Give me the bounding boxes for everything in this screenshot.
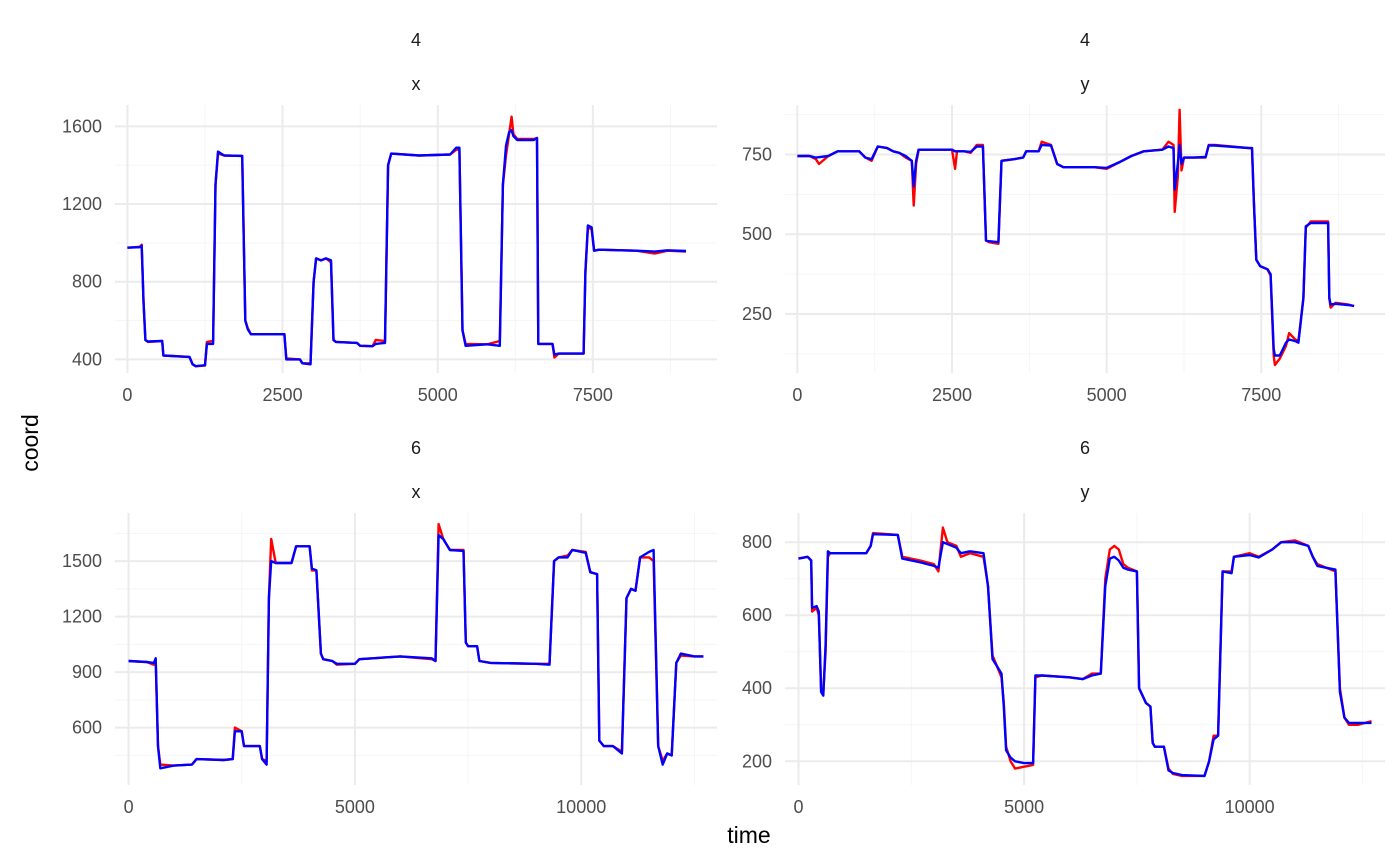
- strip-label-bottom: y: [1081, 74, 1090, 94]
- y-tick-label: 600: [72, 718, 102, 738]
- x-tick-label: 5000: [418, 385, 458, 405]
- y-tick-label: 400: [72, 349, 102, 369]
- y-tick-label: 750: [742, 144, 772, 164]
- strip-label-top: 6: [1080, 438, 1090, 458]
- strip-label-bottom: x: [412, 74, 421, 94]
- series-line-blue: [797, 143, 1355, 357]
- strip-label-bottom: x: [412, 482, 421, 502]
- y-tick-label: 500: [742, 224, 772, 244]
- y-tick-label: 1200: [62, 607, 102, 627]
- y-tick-label: 1500: [62, 551, 102, 571]
- y-tick-label: 1600: [62, 116, 102, 136]
- y-tick-label: 400: [742, 678, 772, 698]
- y-tick-label: 800: [72, 272, 102, 292]
- x-tick-label: 0: [792, 385, 802, 405]
- x-tick-label: 0: [124, 797, 134, 817]
- x-tick-label: 5000: [1087, 385, 1127, 405]
- x-tick-label: 2500: [932, 385, 972, 405]
- y-tick-label: 250: [742, 304, 772, 324]
- x-tick-label: 5000: [335, 797, 375, 817]
- x-tick-label: 5000: [1004, 797, 1044, 817]
- x-tick-label: 7500: [1241, 385, 1281, 405]
- x-tick-label: 10000: [556, 797, 606, 817]
- x-tick-label: 2500: [263, 385, 303, 405]
- strip-label-top: 6: [411, 438, 421, 458]
- y-tick-label: 600: [742, 605, 772, 625]
- facet-panel-2: 4 y 0 2500 5000 7500 250 500 750: [742, 30, 1385, 405]
- y-tick-label: 900: [72, 662, 102, 682]
- y-tick-label: 800: [742, 532, 772, 552]
- x-tick-label: 7500: [573, 385, 613, 405]
- x-tick-label: 0: [122, 385, 132, 405]
- y-tick-label: 1200: [62, 194, 102, 214]
- facet-panel-1: 4 x 0 2500 5000 7500 400 800 1200 1600: [62, 30, 717, 405]
- y-tick-label: 200: [742, 751, 772, 771]
- x-axis-title: time: [727, 822, 770, 848]
- y-axis-title: coord: [17, 414, 43, 472]
- x-tick-label: 10000: [1225, 797, 1275, 817]
- series-line-blue: [128, 534, 704, 770]
- x-tick-label: 0: [794, 797, 804, 817]
- strip-label-top: 4: [411, 30, 421, 50]
- strip-label-top: 4: [1080, 30, 1090, 50]
- strip-label-bottom: y: [1081, 482, 1090, 502]
- facet-panel-4: 6 y 0 5000 10000 200 400 600 800: [742, 438, 1385, 817]
- series-line-blue: [127, 129, 687, 368]
- series-line-blue: [798, 533, 1372, 778]
- facet-panel-3: 6 x 0 5000 10000 600 900 1200 1500: [62, 438, 717, 817]
